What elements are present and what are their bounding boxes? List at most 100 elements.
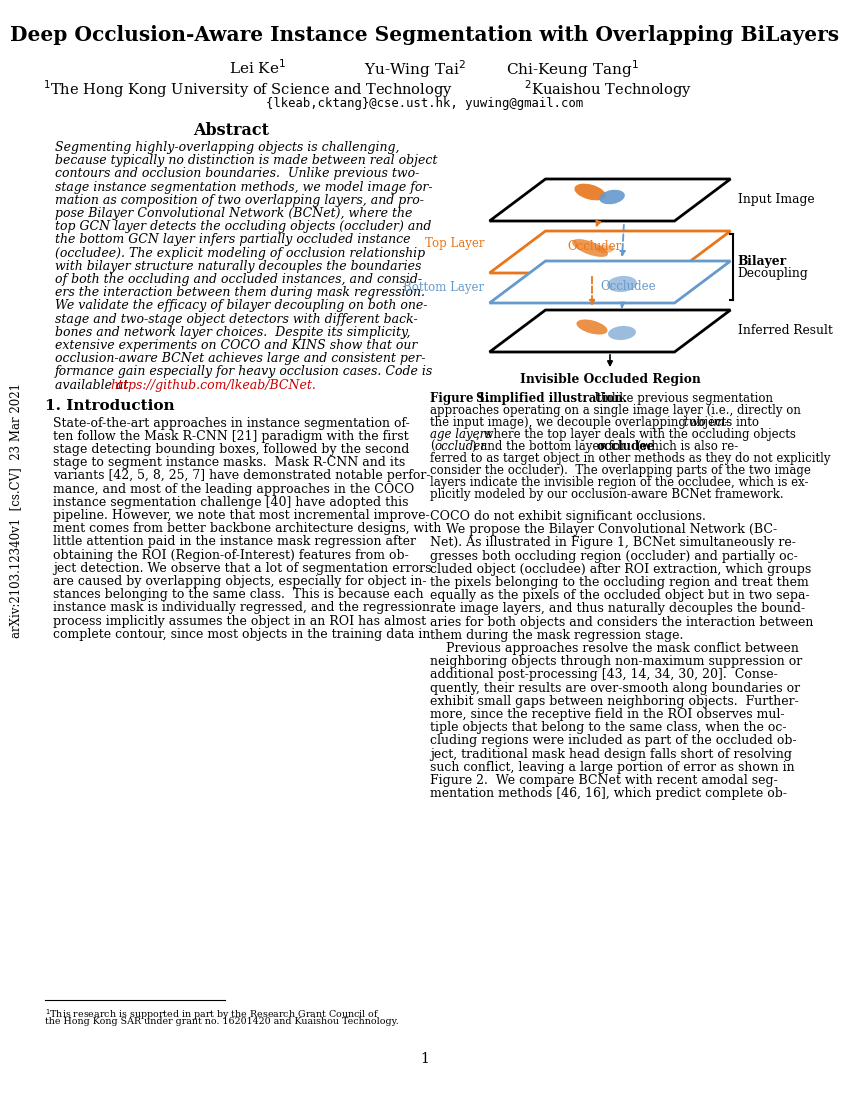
Text: mation as composition of two overlapping layers, and pro-: mation as composition of two overlapping… <box>55 194 424 207</box>
Text: ten follow the Mask R-CNN [21] paradigm with the first: ten follow the Mask R-CNN [21] paradigm … <box>53 430 409 443</box>
Text: ferred to as target object in other methods as they do not explicitly: ferred to as target object in other meth… <box>430 452 830 465</box>
Text: consider the occluder).  The overlapping parts of the two image: consider the occluder). The overlapping … <box>430 464 811 477</box>
Text: occludee: occludee <box>597 440 654 453</box>
Text: the bottom GCN layer infers partially occluded instance: the bottom GCN layer infers partially oc… <box>55 233 411 246</box>
Text: rate image layers, and thus naturally decouples the bound-: rate image layers, and thus naturally de… <box>430 603 805 615</box>
Text: plicitly modeled by our occlusion-aware BCNet framework.: plicitly modeled by our occlusion-aware … <box>430 488 784 501</box>
Text: tiple objects that belong to the same class, when the oc-: tiple objects that belong to the same cl… <box>430 722 786 734</box>
Text: Lei Ke$^1$: Lei Ke$^1$ <box>230 58 286 77</box>
Text: 1: 1 <box>421 1052 429 1066</box>
Text: ) and the bottom layer for: ) and the bottom layer for <box>472 440 629 453</box>
Text: gresses both occluding region (occluder) and partially oc-: gresses both occluding region (occluder)… <box>430 550 798 562</box>
Text: them during the mask regression stage.: them during the mask regression stage. <box>430 629 683 641</box>
Text: Invisible Occluded Region: Invisible Occluded Region <box>519 373 700 386</box>
Polygon shape <box>490 310 730 352</box>
Text: Abstract: Abstract <box>194 122 269 139</box>
Text: exhibit small gaps between neighboring objects.  Further-: exhibit small gaps between neighboring o… <box>430 695 799 707</box>
Text: Unlike previous segmentation: Unlike previous segmentation <box>587 392 774 405</box>
Text: We propose the Bilayer Convolutional Network (BC-: We propose the Bilayer Convolutional Net… <box>430 524 777 536</box>
Ellipse shape <box>607 276 637 293</box>
Text: Figure 2.  We compare BCNet with recent amodal seg-: Figure 2. We compare BCNet with recent a… <box>430 774 778 786</box>
Text: Yu-Wing Tai$^2$: Yu-Wing Tai$^2$ <box>364 58 466 79</box>
Text: extensive experiments on COCO and KINS show that our: extensive experiments on COCO and KINS s… <box>55 339 417 352</box>
Text: aries for both objects and considers the interaction between: aries for both objects and considers the… <box>430 616 813 628</box>
Text: instance mask is individually regressed, and the regression: instance mask is individually regressed,… <box>53 602 430 615</box>
Ellipse shape <box>576 319 608 334</box>
Text: stage and two-stage object detectors with different back-: stage and two-stage object detectors wit… <box>55 312 417 326</box>
Text: Figure 1.: Figure 1. <box>430 392 490 405</box>
Text: ject detection. We observe that a lot of segmentation errors: ject detection. We observe that a lot of… <box>53 562 432 575</box>
Ellipse shape <box>608 326 636 340</box>
Ellipse shape <box>596 245 614 253</box>
Text: (: ( <box>430 440 434 453</box>
Text: of both the occluding and occluded instances, and consid-: of both the occluding and occluded insta… <box>55 273 422 286</box>
Text: State-of-the-art approaches in instance segmentation of-: State-of-the-art approaches in instance … <box>53 417 410 430</box>
Text: We validate the efficacy of bilayer decoupling on both one-: We validate the efficacy of bilayer deco… <box>55 299 428 312</box>
Text: Simplified illustration.: Simplified illustration. <box>472 392 626 405</box>
Text: occlusion-aware BCNet achieves large and consistent per-: occlusion-aware BCNet achieves large and… <box>55 352 426 365</box>
Text: the pixels belonging to the occluding region and treat them: the pixels belonging to the occluding re… <box>430 576 808 588</box>
Text: Bottom Layer: Bottom Layer <box>404 282 484 295</box>
Text: with bilayer structure naturally decouples the boundaries: with bilayer structure naturally decoupl… <box>55 260 422 273</box>
Text: the input image), we decouple overlapping objects into: the input image), we decouple overlappin… <box>430 416 762 429</box>
Text: (occludee). The explicit modeling of occlusion relationship: (occludee). The explicit modeling of occ… <box>55 246 425 260</box>
Text: neighboring objects through non-maximum suppression or: neighboring objects through non-maximum … <box>430 656 802 668</box>
Text: little attention paid in the instance mask regression after: little attention paid in the instance ma… <box>53 536 416 549</box>
Text: cluding regions were included as part of the occluded ob-: cluding regions were included as part of… <box>430 735 796 747</box>
Text: Occludee: Occludee <box>600 279 656 293</box>
Text: 1. Introduction: 1. Introduction <box>45 398 174 412</box>
Text: stances belonging to the same class.  This is because each: stances belonging to the same class. Thi… <box>53 588 423 602</box>
Text: variants [42, 5, 8, 25, 7] have demonstrated notable perfor-: variants [42, 5, 8, 25, 7] have demonstr… <box>53 470 430 483</box>
Text: age layers: age layers <box>430 428 491 441</box>
Text: bones and network layer choices.  Despite its simplicity,: bones and network layer choices. Despite… <box>55 326 411 339</box>
Text: stage detecting bounding boxes, followed by the second: stage detecting bounding boxes, followed… <box>53 443 410 456</box>
Text: $^2$Kuaishou Technology: $^2$Kuaishou Technology <box>524 78 692 100</box>
Text: the Hong Kong SAR under grant no. 16201420 and Kuaishou Technology.: the Hong Kong SAR under grant no. 162014… <box>45 1018 399 1026</box>
Text: Chi-Keung Tang$^1$: Chi-Keung Tang$^1$ <box>506 58 638 79</box>
Text: Net). As illustrated in Figure 1, BCNet simultaneously re-: Net). As illustrated in Figure 1, BCNet … <box>430 537 796 549</box>
Text: mance, and most of the leading approaches in the COCO: mance, and most of the leading approache… <box>53 483 414 496</box>
Text: occluder: occluder <box>434 440 486 453</box>
Text: layers indicate the invisible region of the occludee, which is ex-: layers indicate the invisible region of … <box>430 476 808 490</box>
Text: ject, traditional mask head design falls short of resolving: ject, traditional mask head design falls… <box>430 748 792 760</box>
Text: pipeline. However, we note that most incremental improve-: pipeline. However, we note that most inc… <box>53 509 429 522</box>
Text: Top Layer: Top Layer <box>425 238 484 251</box>
Text: {lkeab,cktang}@cse.ust.hk, yuwing@gmail.com: {lkeab,cktang}@cse.ust.hk, yuwing@gmail.… <box>266 97 584 110</box>
Text: stage instance segmentation methods, we model image for-: stage instance segmentation methods, we … <box>55 180 433 194</box>
Text: $^1$The Hong Kong University of Science and Technology: $^1$The Hong Kong University of Science … <box>43 78 453 100</box>
Text: Segmenting highly-overlapping objects is challenging,: Segmenting highly-overlapping objects is… <box>55 141 400 154</box>
Text: complete contour, since most objects in the training data in: complete contour, since most objects in … <box>53 628 430 641</box>
Text: such conflict, leaving a large portion of error as shown in: such conflict, leaving a large portion o… <box>430 761 795 773</box>
Text: (which is also re-: (which is also re- <box>633 440 739 453</box>
Polygon shape <box>490 231 730 273</box>
Text: ers the interaction between them during mask regression.: ers the interaction between them during … <box>55 286 425 299</box>
Text: two im-: two im- <box>684 416 728 429</box>
Text: stage to segment instance masks.  Mask R-CNN and its: stage to segment instance masks. Mask R-… <box>53 456 405 470</box>
Text: $^1$This research is supported in part by the Research Grant Council of: $^1$This research is supported in part b… <box>45 1006 380 1022</box>
Text: additional post-processing [43, 14, 34, 30, 20].  Conse-: additional post-processing [43, 14, 34, … <box>430 669 778 681</box>
Text: arXiv:2103.12340v1  [cs.CV]  23 Mar 2021: arXiv:2103.12340v1 [cs.CV] 23 Mar 2021 <box>9 383 22 638</box>
Text: Decoupling: Decoupling <box>738 267 808 280</box>
Text: Occluder: Occluder <box>568 240 622 253</box>
Text: more, since the receptive field in the ROI observes mul-: more, since the receptive field in the R… <box>430 708 785 720</box>
Text: ment comes from better backbone architecture designs, with: ment comes from better backbone architec… <box>53 522 441 536</box>
Text: approaches operating on a single image layer (i.e., directly on: approaches operating on a single image l… <box>430 404 801 417</box>
Text: process implicitly assumes the object in an ROI has almost: process implicitly assumes the object in… <box>53 615 426 628</box>
Text: top GCN layer detects the occluding objects (occluder) and: top GCN layer detects the occluding obje… <box>55 220 431 233</box>
Ellipse shape <box>575 184 605 200</box>
Text: because typically no distinction is made between real object: because typically no distinction is made… <box>55 154 438 167</box>
Text: Bilayer: Bilayer <box>738 255 786 268</box>
Text: Input Image: Input Image <box>739 194 815 207</box>
Text: , where the top layer deals with the occluding objects: , where the top layer deals with the occ… <box>476 428 796 441</box>
Text: https://github.com/lkeab/BCNet.: https://github.com/lkeab/BCNet. <box>110 378 316 392</box>
Text: Deep Occlusion-Aware Instance Segmentation with Overlapping BiLayers: Deep Occlusion-Aware Instance Segmentati… <box>10 25 840 45</box>
Text: equally as the pixels of the occluded object but in two sepa-: equally as the pixels of the occluded ob… <box>430 590 809 602</box>
Ellipse shape <box>599 189 625 205</box>
Text: Previous approaches resolve the mask conflict between: Previous approaches resolve the mask con… <box>430 642 799 654</box>
Polygon shape <box>490 179 730 221</box>
Text: instance segmentation challenge [40] have adopted this: instance segmentation challenge [40] hav… <box>53 496 409 509</box>
Text: Inferred Result: Inferred Result <box>739 324 833 338</box>
Text: quently, their results are over-smooth along boundaries or: quently, their results are over-smooth a… <box>430 682 800 694</box>
Text: available at: available at <box>55 378 133 392</box>
Text: are caused by overlapping objects, especially for object in-: are caused by overlapping objects, espec… <box>53 575 427 589</box>
